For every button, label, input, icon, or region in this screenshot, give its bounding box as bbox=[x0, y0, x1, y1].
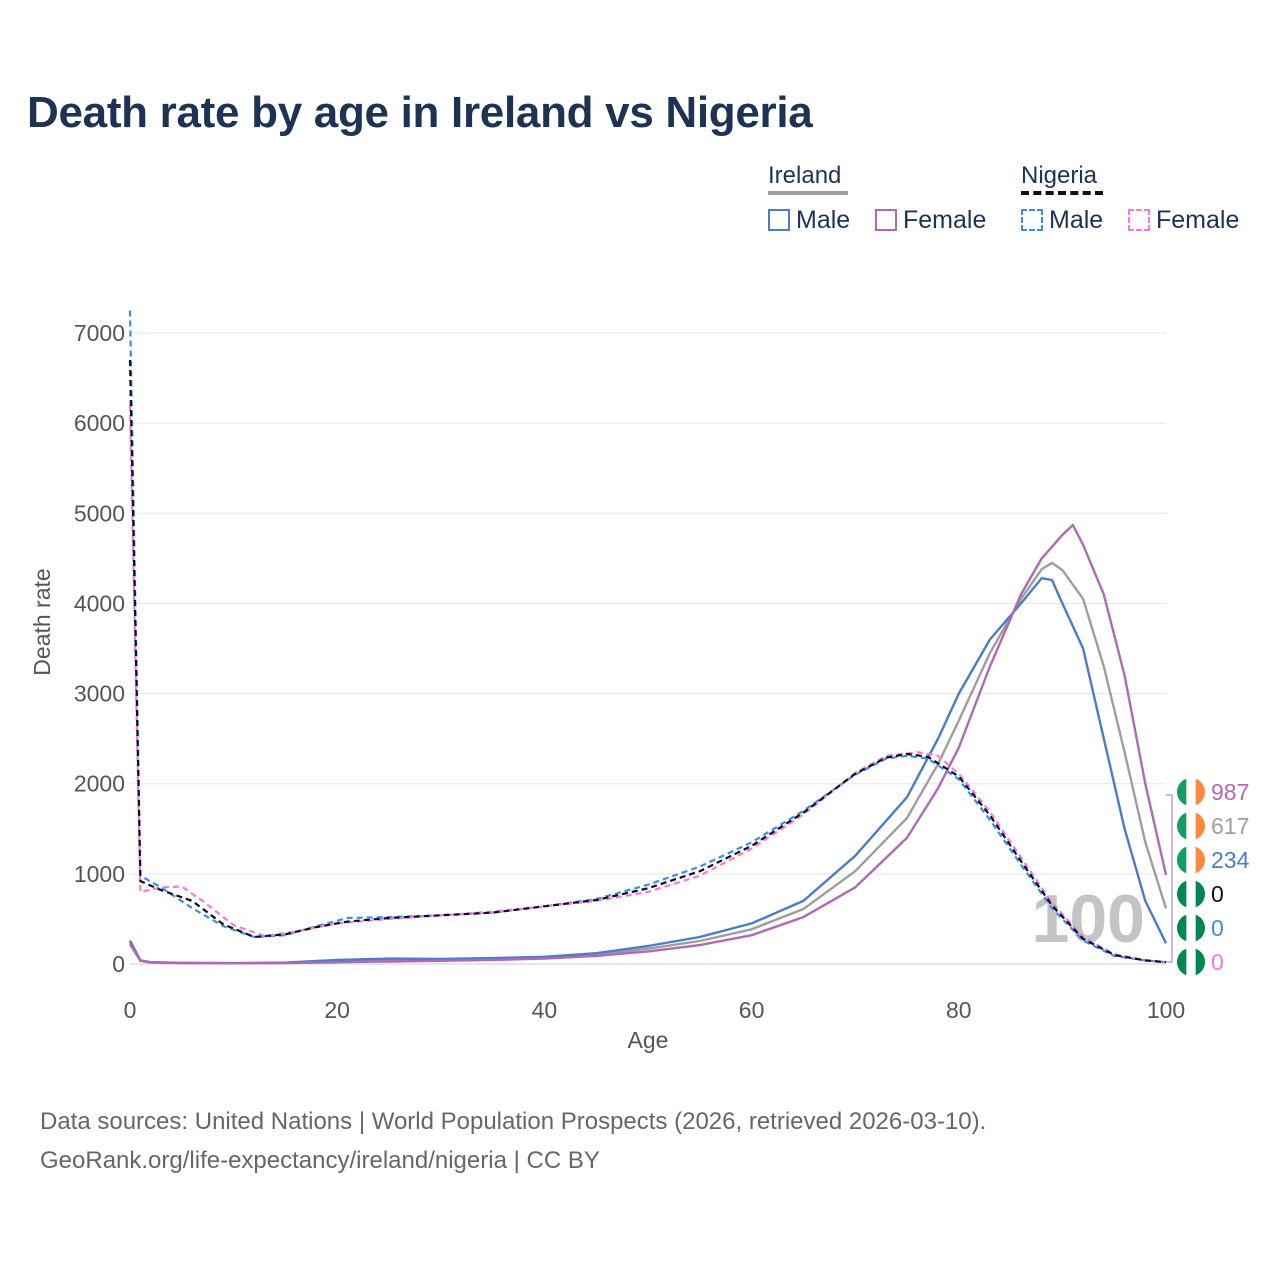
end-label-0: 987 bbox=[1177, 778, 1249, 806]
legend-group-ireland-label: Ireland bbox=[768, 162, 842, 189]
flag-left-band bbox=[1177, 948, 1187, 976]
series-line-nigeria-male[interactable] bbox=[128, 310, 1167, 964]
flag-right-band bbox=[1195, 914, 1206, 942]
legend-item-ireland-male[interactable]: Male bbox=[768, 204, 850, 236]
flag-right-band bbox=[1195, 778, 1206, 806]
series-line-ireland-male[interactable] bbox=[128, 577, 1168, 965]
legend-label-ireland-male: Male bbox=[796, 205, 851, 234]
legend-item-nigeria-female[interactable]: Female bbox=[1128, 204, 1239, 236]
chart-title: Death rate by age in Ireland vs Nigeria bbox=[27, 88, 813, 137]
footer-link[interactable]: GeoRank.org/life-expectancy/ireland/nige… bbox=[40, 1147, 600, 1174]
end-label-2: 234 bbox=[1177, 846, 1250, 874]
series-line-nigeria-total[interactable] bbox=[128, 359, 1167, 964]
y-tick-label: 0 bbox=[112, 951, 125, 977]
x-tick-label: 20 bbox=[324, 997, 350, 1023]
end-label-value: 617 bbox=[1211, 813, 1249, 839]
y-tick-label: 2000 bbox=[74, 771, 125, 797]
end-label-3: 0 bbox=[1177, 880, 1224, 908]
x-tick-label: 100 bbox=[1147, 997, 1185, 1023]
legend-label-nigeria-female: Female bbox=[1156, 205, 1240, 234]
y-tick-label: 7000 bbox=[74, 320, 125, 346]
end-label-5: 0 bbox=[1177, 948, 1224, 976]
flag-left-band bbox=[1177, 778, 1187, 806]
legend-swatch-ireland-male bbox=[768, 209, 790, 231]
legend-group-ireland-underline bbox=[768, 191, 848, 195]
flag-right-band bbox=[1195, 812, 1206, 840]
y-axis-ticks: 0 1000 2000 3000 4000 5000 6000 7000 bbox=[74, 320, 125, 977]
legend-label-nigeria-male: Male bbox=[1049, 205, 1104, 234]
x-axis-label: Age bbox=[628, 1027, 669, 1053]
end-label-1: 617 bbox=[1177, 812, 1249, 840]
end-labels: 987 617 234 0 0 0 bbox=[1166, 778, 1250, 976]
legend-group-nigeria-underline bbox=[1021, 191, 1103, 195]
series-lines bbox=[128, 310, 1168, 965]
flag-left-band bbox=[1177, 914, 1187, 942]
end-label-value: 0 bbox=[1211, 949, 1224, 975]
y-tick-label: 5000 bbox=[74, 500, 125, 526]
legend-swatch-nigeria-male bbox=[1021, 209, 1043, 231]
flag-right-band bbox=[1195, 846, 1206, 874]
end-label-4: 0 bbox=[1177, 914, 1224, 942]
x-tick-label: 0 bbox=[124, 997, 137, 1023]
end-label-value: 987 bbox=[1211, 779, 1249, 805]
end-label-value: 0 bbox=[1211, 881, 1224, 907]
y-tick-label: 3000 bbox=[74, 681, 125, 707]
flag-left-band bbox=[1177, 812, 1187, 840]
legend-swatch-nigeria-female bbox=[1128, 209, 1150, 231]
series-line-ireland-total[interactable] bbox=[128, 561, 1168, 965]
y-axis-label: Death rate bbox=[29, 568, 55, 675]
legend-group-nigeria: Nigeria bbox=[1021, 162, 1103, 195]
legend-item-nigeria-male[interactable]: Male bbox=[1021, 204, 1103, 236]
flag-left-band bbox=[1177, 880, 1187, 908]
y-tick-label: 6000 bbox=[74, 410, 125, 436]
series-line-ireland-female[interactable] bbox=[128, 523, 1168, 965]
y-tick-label: 1000 bbox=[74, 861, 125, 887]
series-line-nigeria-female[interactable] bbox=[128, 405, 1167, 964]
legend-group-nigeria-label: Nigeria bbox=[1021, 162, 1098, 189]
flag-right-band bbox=[1195, 948, 1206, 976]
x-axis-ticks: 0 20 40 60 80 100 bbox=[124, 997, 1186, 1023]
end-label-bracket bbox=[1166, 794, 1173, 963]
grid-lines bbox=[130, 332, 1166, 965]
x-tick-label: 40 bbox=[532, 997, 558, 1023]
end-label-value: 0 bbox=[1211, 915, 1224, 941]
x-tick-label: 60 bbox=[739, 997, 765, 1023]
legend-label-ireland-female: Female bbox=[903, 205, 987, 234]
legend-swatch-ireland-female bbox=[875, 209, 897, 231]
footer-sources: Data sources: United Nations | World Pop… bbox=[40, 1108, 987, 1135]
flag-right-band bbox=[1195, 880, 1206, 908]
age-marker-label: 100 bbox=[1032, 881, 1145, 957]
legend-item-ireland-female[interactable]: Female bbox=[875, 204, 986, 236]
end-label-value: 234 bbox=[1211, 847, 1250, 873]
x-tick-label: 80 bbox=[946, 997, 972, 1023]
y-tick-label: 4000 bbox=[74, 590, 125, 616]
flag-left-band bbox=[1177, 846, 1187, 874]
legend-group-ireland: Ireland bbox=[768, 162, 848, 195]
